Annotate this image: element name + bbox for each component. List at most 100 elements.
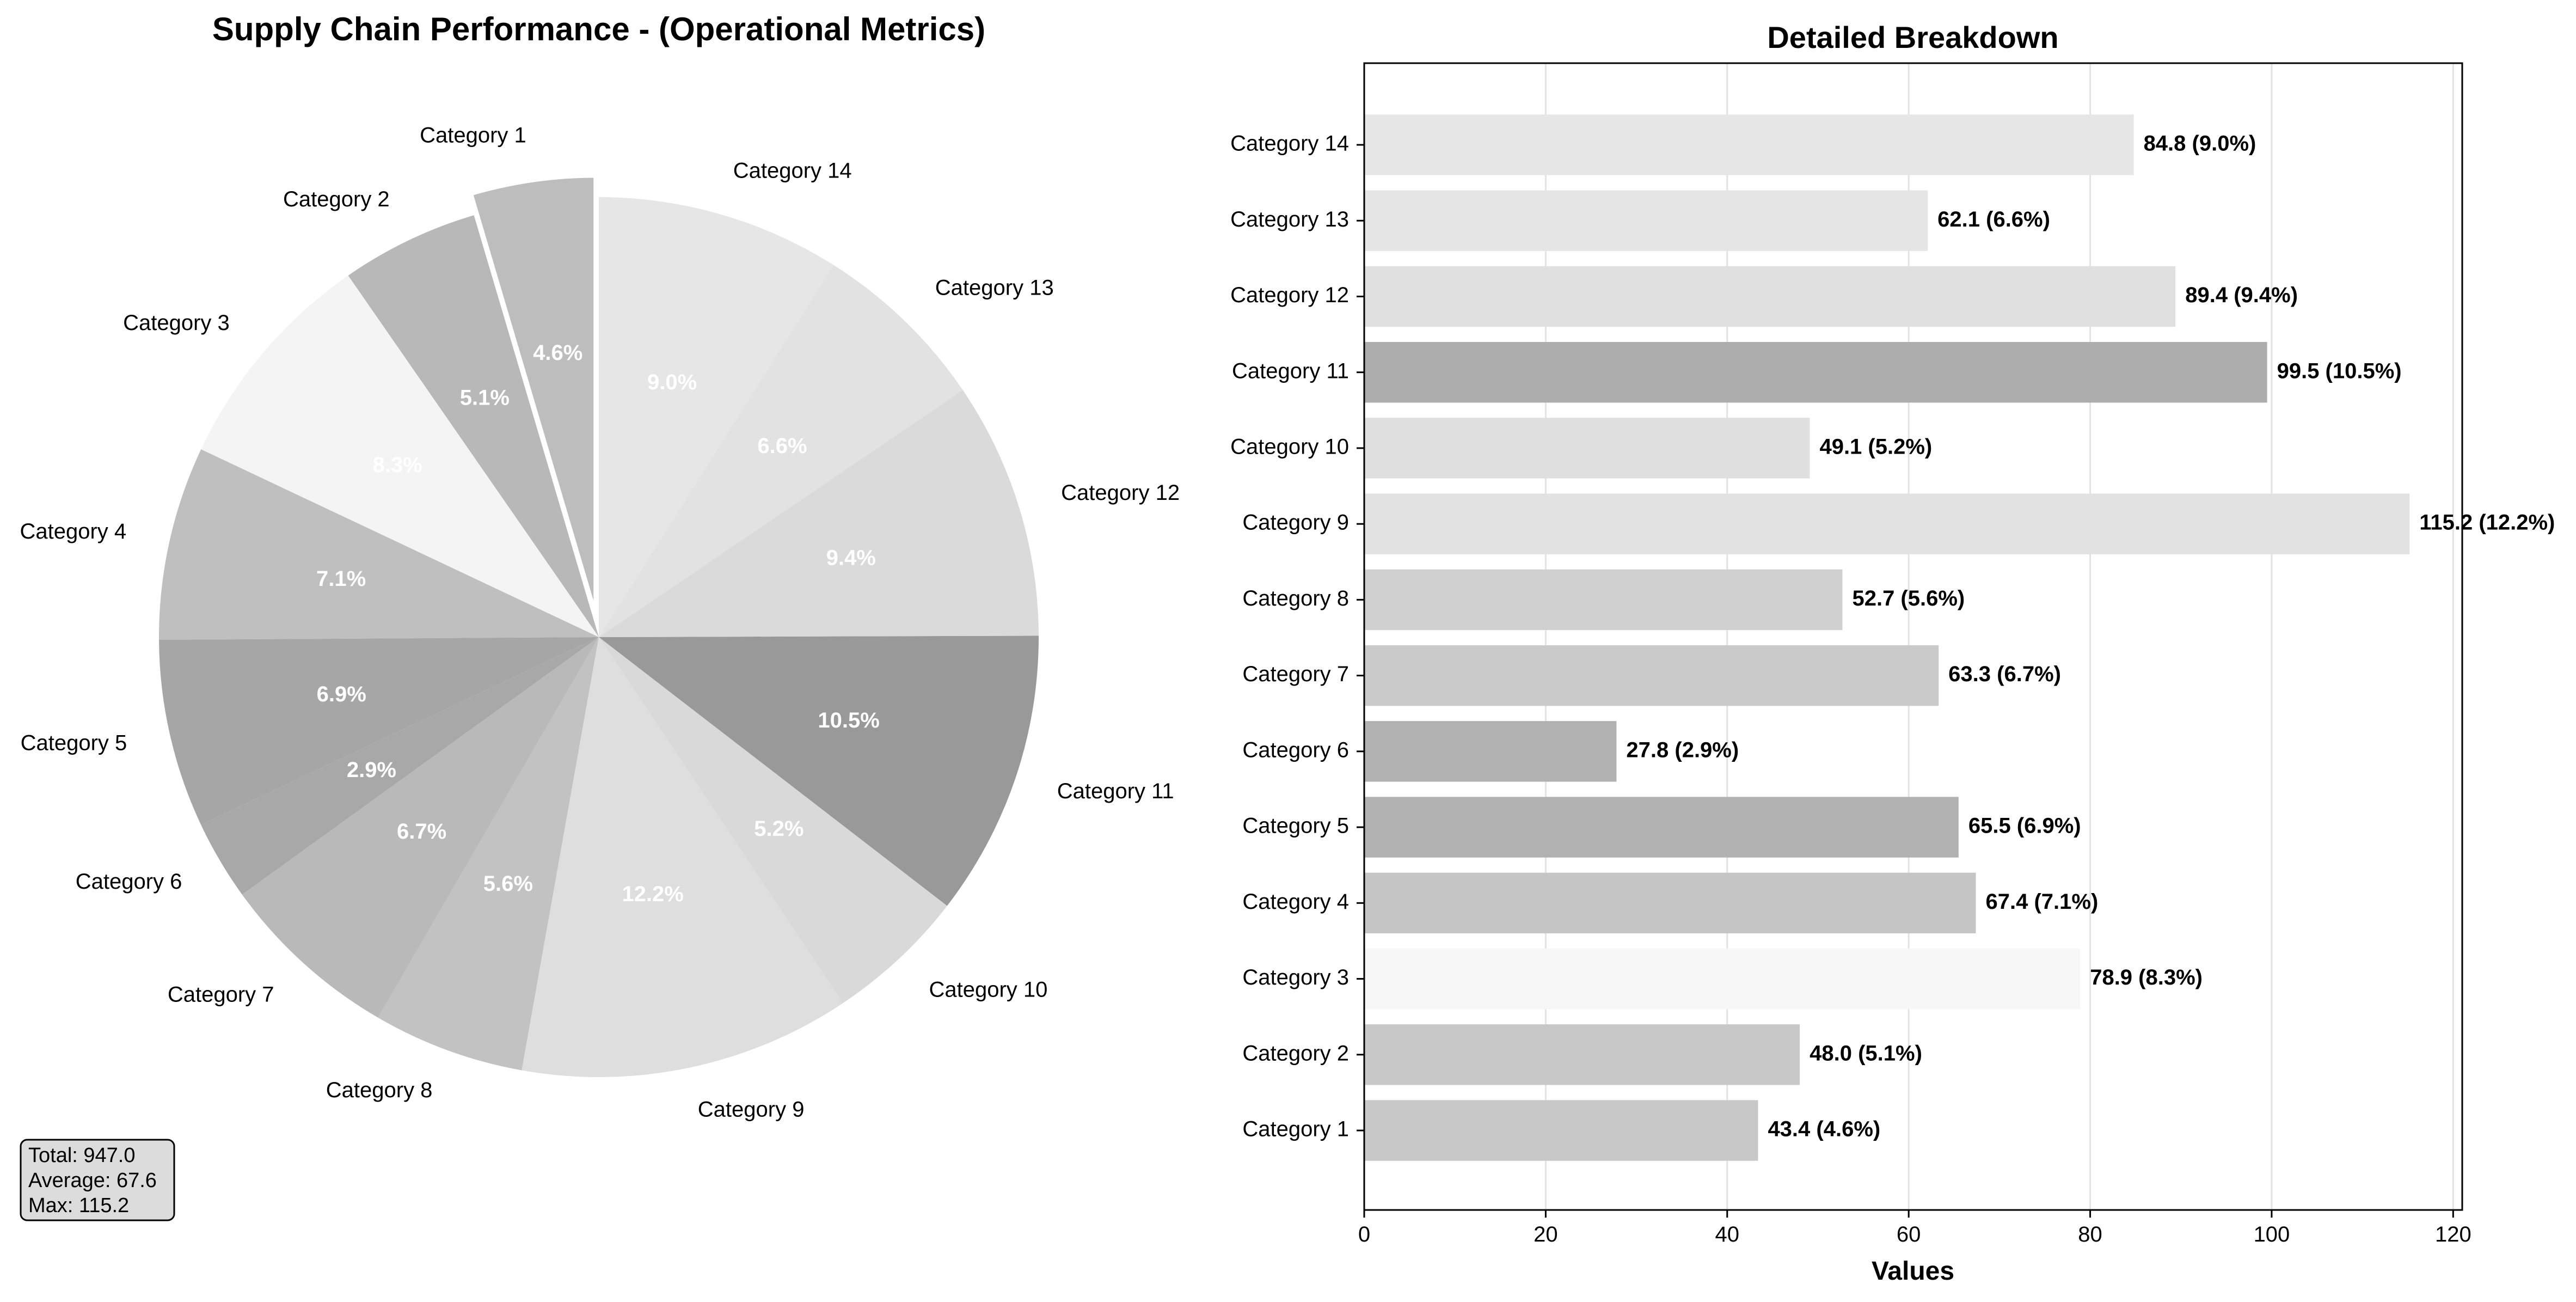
bar-value-label: 43.4 (4.6%) (1768, 1117, 1880, 1141)
bar-value-label: 27.8 (2.9%) (1626, 738, 1739, 762)
pie-percent-label: 5.6% (483, 872, 533, 896)
pie-slice (599, 635, 1039, 906)
x-tick-label: 100 (2254, 1222, 2290, 1246)
pie-percent-label: 9.4% (826, 546, 876, 570)
stats-average: Average: 67.6 (28, 1169, 157, 1192)
y-tick-label: Category 3 (1242, 965, 1349, 989)
pie-slice-label: Category 14 (733, 159, 852, 183)
y-tick-label: Category 12 (1230, 283, 1349, 307)
pie-slice (468, 173, 598, 618)
pie-slice-label: Category 4 (20, 519, 126, 543)
y-tick-label: Category 4 (1242, 890, 1349, 914)
stats-max: Max: 115.2 (28, 1194, 129, 1217)
x-tick-label: 120 (2435, 1222, 2471, 1246)
x-tick-label: 0 (1358, 1222, 1370, 1246)
y-tick-label: Category 1 (1242, 1117, 1349, 1141)
pie-slice-label: Category 3 (123, 311, 230, 335)
bar (1364, 872, 1976, 933)
bar-chart: Detailed Breakdown 43.4 (4.6%) 48.0 (5.1%… (1230, 20, 2555, 1286)
pie-slice (348, 215, 599, 637)
bar (1364, 418, 1810, 479)
pie-slice-label: Category 7 (168, 982, 274, 1006)
pie-slice-label: Category 9 (698, 1098, 805, 1122)
bar (1364, 1024, 1800, 1085)
pie-slice-label: Category 10 (929, 977, 1047, 1001)
pie-slice (201, 276, 599, 638)
bar-chart-title: Detailed Breakdown (1767, 20, 2058, 54)
pie-slice-label: Category 1 (420, 123, 526, 147)
pie-percent-label: 7.1% (316, 567, 366, 591)
pie-slice-label: Category 2 (283, 187, 390, 211)
pie-slice (599, 197, 833, 637)
y-tick-label: Category 14 (1230, 132, 1349, 156)
pie-slice (242, 637, 599, 1018)
bar (1364, 342, 2267, 403)
y-tick-label: Category 5 (1242, 814, 1349, 838)
bar (1364, 645, 1939, 706)
x-tick-label: 40 (1715, 1222, 1740, 1246)
bar-value-label: 78.9 (8.3%) (2090, 965, 2203, 989)
bar (1364, 266, 2176, 327)
bar (1364, 493, 2410, 554)
pie-slice (599, 637, 947, 1004)
bar-value-label: 115.2 (12.2%) (2419, 511, 2555, 535)
pie-percent-label: 10.5% (818, 708, 879, 732)
y-tick-label: Category 6 (1242, 738, 1349, 762)
pie-percent-label: 2.9% (347, 758, 396, 782)
pie-percent-label: 6.7% (397, 820, 446, 843)
pie-percent-label: 4.6% (533, 341, 582, 365)
bar (1364, 721, 1617, 782)
pie-chart: Supply Chain Performance - (Operational … (20, 11, 1180, 1221)
pie-chart-title: Supply Chain Performance - (Operational … (212, 11, 985, 47)
pie-percent-label: 8.3% (372, 453, 422, 477)
stats-total: Total: 947.0 (28, 1144, 135, 1167)
pie-percent-label: 6.9% (317, 682, 366, 706)
pie-percent-label: 9.0% (647, 370, 697, 394)
stats-box-frame (20, 1139, 175, 1221)
pie-slice (599, 390, 1039, 637)
y-tick-label: Category 13 (1230, 207, 1349, 231)
pie-slice (159, 637, 599, 825)
bar-value-label: 99.5 (10.5%) (2277, 359, 2402, 383)
bar (1364, 114, 2134, 175)
bar (1364, 190, 1928, 251)
y-tick-label: Category 9 (1242, 511, 1349, 535)
bar-value-label: 65.5 (6.9%) (1968, 814, 2081, 838)
bar-value-label: 84.8 (9.0%) (2144, 132, 2256, 156)
bar-x-axis-label: Values (1872, 1257, 1954, 1286)
bar-value-label: 63.3 (6.7%) (1948, 662, 2061, 686)
bar-value-label: 62.1 (6.6%) (1937, 207, 2050, 231)
pie-slice-label: Category 13 (935, 276, 1054, 300)
y-tick-label: Category 8 (1242, 586, 1349, 610)
bar (1364, 797, 1959, 858)
pie-slice-label: Category 11 (1057, 779, 1174, 803)
pie-slice-label: Category 6 (76, 870, 182, 894)
y-tick-label: Category 11 (1232, 359, 1349, 383)
bar-value-label: 49.1 (5.2%) (1819, 435, 1932, 459)
pie-slice-label: Category 8 (326, 1078, 433, 1102)
bar-value-label: 48.0 (5.1%) (1810, 1041, 1922, 1065)
y-tick-label: Category 7 (1242, 662, 1349, 686)
bar-value-label: 89.4 (9.4%) (2185, 283, 2298, 307)
bar-value-label: 67.4 (7.1%) (1986, 890, 2099, 914)
pie-percent-label: 6.6% (757, 434, 807, 458)
pie-slice-label: Category 5 (21, 731, 127, 755)
bar (1364, 948, 2081, 1010)
bar-plot-frame (1363, 62, 2463, 1211)
y-tick-label: Category 2 (1242, 1041, 1349, 1065)
bar (1364, 569, 1843, 631)
y-tick-label: Category 10 (1230, 435, 1349, 459)
x-tick-label: 20 (1534, 1222, 1558, 1246)
pie-slice-label: Category 12 (1061, 481, 1180, 505)
pie-slice (201, 637, 599, 895)
bar-value-label: 52.7 (5.6%) (1852, 586, 1965, 610)
x-tick-label: 80 (2078, 1222, 2102, 1246)
x-tick-label: 60 (1897, 1222, 1921, 1246)
stats-box: Total: 947.0 Average: 67.6 Max: 115.2 (20, 1139, 175, 1221)
pie-slice (522, 637, 843, 1077)
pie-slice (378, 637, 599, 1071)
pie-percent-label: 12.2% (622, 882, 683, 906)
pie-slice (159, 449, 599, 640)
